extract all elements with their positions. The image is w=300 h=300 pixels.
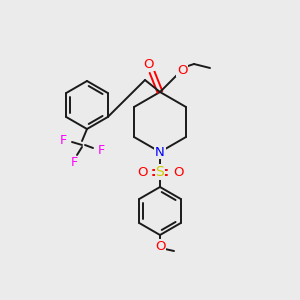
Text: O: O [155,239,165,253]
Text: O: O [144,58,154,70]
Text: O: O [137,166,147,178]
Text: O: O [177,64,187,76]
Text: F: F [59,134,67,146]
Text: S: S [156,165,164,179]
Text: F: F [70,157,78,169]
Text: N: N [155,146,165,158]
Text: O: O [173,166,183,178]
Text: F: F [98,143,105,157]
